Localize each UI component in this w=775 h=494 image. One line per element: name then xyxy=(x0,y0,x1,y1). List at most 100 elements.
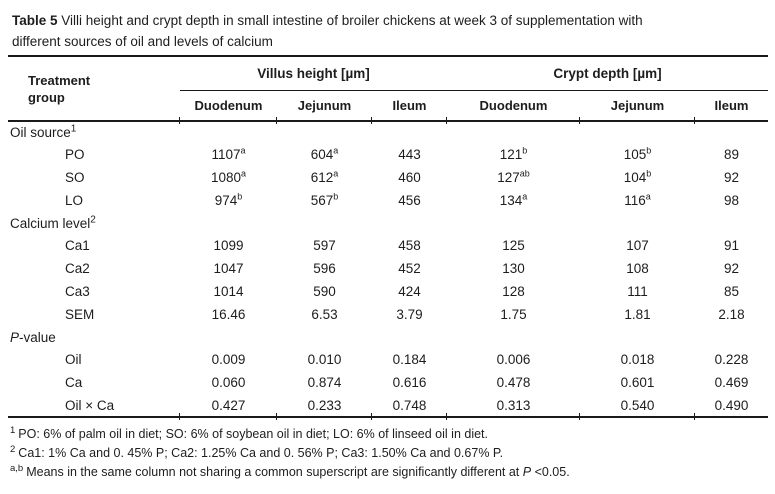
value-cell: 0.478 xyxy=(496,375,531,390)
value-cell: 1.75 xyxy=(500,307,527,322)
header-group-row: Treatment group Villus height [µm] Crypt… xyxy=(8,56,768,122)
header-crypt-ileum: Ileum xyxy=(694,90,768,124)
value-cell: 2.18 xyxy=(718,307,745,322)
value-cell: 85 xyxy=(723,284,740,299)
footnote-text: PO: 6% of palm oil in diet; SO: 6% of so… xyxy=(18,427,488,441)
value-cell: 130 xyxy=(502,261,525,276)
section-oil-source: Oil source1 xyxy=(8,121,768,143)
footnote-text: Means in the same column not sharing a c… xyxy=(26,465,523,479)
row-label: Ca1 xyxy=(65,238,90,253)
row-lo: LO 974b 567b 456 134a 116a 98 xyxy=(8,189,768,212)
value-cell: 590 xyxy=(313,284,336,299)
value-cell: 597 xyxy=(313,238,336,253)
value-cell: 98 xyxy=(723,193,740,208)
header-crypt-duodenum: Duodenum xyxy=(446,90,580,124)
row-label: Ca xyxy=(65,375,83,390)
footnote-marker: a,b xyxy=(10,462,24,474)
section-label: Oil source1 xyxy=(8,121,768,143)
row-pvalue-oil: Oil 0.009 0.010 0.184 0.006 0.018 0.228 xyxy=(8,348,768,371)
value-cell: 456 xyxy=(398,193,421,208)
value-cell: 125 xyxy=(502,238,525,253)
value-cell: 443 xyxy=(398,147,421,162)
header-sub-row: Duodenum Jejunum Ileum Duodenum Jejunum … xyxy=(8,90,768,124)
row-ca3: Ca3 1014 590 424 128 111 85 xyxy=(8,280,768,303)
value-cell: 0.313 xyxy=(446,394,580,420)
row-pvalue-ca: Ca 0.060 0.874 0.616 0.478 0.601 0.469 xyxy=(8,371,768,394)
header-villus-jejunum: Jejunum xyxy=(276,90,372,124)
footnote-marker: 1 xyxy=(10,424,16,436)
value-cell: 424 xyxy=(398,284,421,299)
row-label: PO xyxy=(65,147,85,162)
section-label-text: -value xyxy=(19,329,56,345)
value-cell: 0.006 xyxy=(496,352,531,367)
value-cell: 0.427 xyxy=(179,394,277,420)
section-calcium-level: Calcium level2 xyxy=(8,212,768,234)
value-cell: 116a xyxy=(624,191,651,208)
value-cell: 0.018 xyxy=(620,352,655,367)
section-label-text: Calcium level xyxy=(10,215,91,231)
footnotes: 1 PO: 6% of palm oil in diet; SO: 6% of s… xyxy=(10,425,761,482)
header-treatment-group: Treatment group xyxy=(8,56,180,122)
value-cell: 460 xyxy=(398,170,421,185)
header-villus-height-group: Villus height [µm] xyxy=(180,56,447,91)
footnote-marker: 2 xyxy=(10,443,16,455)
footnote-text: Ca1: 1% Ca and 0. 45% P; Ca2: 1.25% Ca a… xyxy=(18,446,504,460)
row-so: SO 1080a 612a 460 127ab 104b 92 xyxy=(8,166,768,189)
row-label: Ca3 xyxy=(65,284,90,299)
value-cell: 0.601 xyxy=(620,375,655,390)
value-cell: 0.060 xyxy=(211,375,246,390)
row-label: SEM xyxy=(65,307,95,322)
value-cell: 107 xyxy=(626,238,649,253)
row-label: Ca2 xyxy=(65,261,90,276)
value-cell: 91 xyxy=(723,238,740,253)
value-cell: 0.010 xyxy=(307,352,342,367)
caption-line-1: Table 5 Villi height and crypt depth in … xyxy=(12,10,763,31)
header-crypt-depth-group: Crypt depth [µm] xyxy=(447,56,768,91)
value-cell: 104b xyxy=(623,168,652,185)
value-cell: 134a xyxy=(499,191,528,208)
row-ca1: Ca1 1099 597 458 125 107 91 xyxy=(8,234,768,257)
row-label: LO xyxy=(65,193,84,208)
caption-text-1: Villi height and crypt depth in small in… xyxy=(57,13,643,28)
header-villus-duodenum: Duodenum xyxy=(179,90,277,124)
section-label: Calcium level2 xyxy=(8,212,768,234)
value-cell: 1099 xyxy=(213,238,244,253)
value-cell: 567b xyxy=(310,191,339,208)
value-cell: 0.540 xyxy=(579,394,695,420)
value-cell: 0.184 xyxy=(392,352,427,367)
section-label-italic: P xyxy=(10,329,20,345)
value-cell: 612a xyxy=(310,168,339,185)
section-label-text: Oil source xyxy=(10,125,71,140)
value-cell: 6.53 xyxy=(311,307,338,322)
header-crypt-jejunum: Jejunum xyxy=(579,90,695,124)
footnote-ab: a,b Means in the same column not sharing … xyxy=(10,462,570,479)
value-cell: 89 xyxy=(723,147,740,162)
caption-label: Table 5 xyxy=(12,13,58,28)
value-cell: 121b xyxy=(499,145,528,162)
row-po: PO 1107a 604a 443 121b 105b 89 xyxy=(8,143,768,166)
footnote-2: 2 Ca1: 1% Ca and 0. 45% P; Ca2: 1.25% Ca … xyxy=(10,444,761,463)
section-label: P-value xyxy=(8,326,768,348)
value-cell: 0.748 xyxy=(371,394,447,420)
value-cell: 1047 xyxy=(213,261,244,276)
value-cell: 127ab xyxy=(497,168,530,185)
row-pvalue-oil-x-ca: Oil × Ca 0.427 0.233 0.748 0.313 0.540 0… xyxy=(8,394,768,420)
row-label: SO xyxy=(65,170,85,185)
row-label: Oil xyxy=(65,352,82,367)
value-cell: 92 xyxy=(723,261,740,276)
value-cell: 105b xyxy=(623,145,652,162)
footnote-1: 1 PO: 6% of palm oil in diet; SO: 6% of s… xyxy=(10,425,761,444)
section-label-sup: 1 xyxy=(70,123,77,135)
section-p-value: P-value xyxy=(8,326,768,348)
value-cell: 0.874 xyxy=(307,375,342,390)
row-sem: SEM 16.46 6.53 3.79 1.75 1.81 2.18 xyxy=(8,303,768,326)
value-cell: 16.46 xyxy=(211,307,246,322)
value-cell: 0.009 xyxy=(211,352,246,367)
value-cell: 92 xyxy=(723,170,740,185)
value-cell: 3.79 xyxy=(396,307,423,322)
value-cell: 974b xyxy=(214,191,243,208)
header-villus-ileum: Ileum xyxy=(371,90,447,124)
row-label: Oil × Ca xyxy=(8,394,180,418)
value-cell: 108 xyxy=(626,261,649,276)
